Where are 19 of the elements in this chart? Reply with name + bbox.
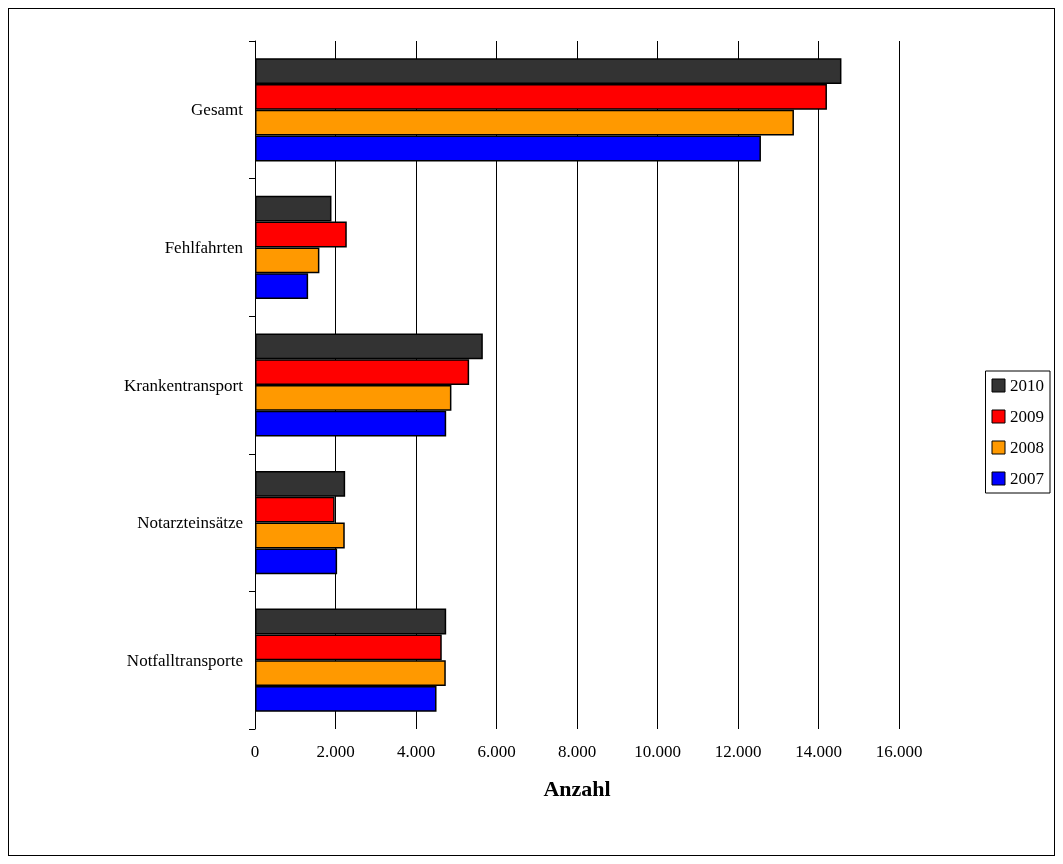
y-tick-label: Notarzteinsätze	[137, 513, 243, 533]
x-tick-label: 4.000	[396, 742, 436, 761]
x-tick-label: 12.000	[714, 742, 762, 761]
x-tick-label: 2.000	[316, 742, 355, 761]
y-tick-label: Krankentransport	[124, 375, 244, 395]
x-axis-title: Anzahl	[543, 775, 611, 801]
y-tick-label: Fehlfahrten	[164, 237, 244, 257]
legend-label: 2010	[1010, 376, 1044, 395]
x-tick-label: 10.000	[634, 742, 681, 761]
legend-label: 2007	[1010, 469, 1045, 488]
x-tick-label: 16.000	[875, 742, 923, 761]
x-tick-label: 6.000	[477, 742, 516, 761]
y-tick-label: Notfalltransporte	[126, 650, 243, 670]
x-tick-label: 14.000	[795, 742, 842, 761]
legend-label: 2008	[1010, 438, 1044, 457]
x-tick-label: 8.000	[557, 742, 597, 761]
x-tick-label: 0	[250, 742, 260, 761]
legend-label: 2009	[1010, 407, 1044, 426]
y-tick-label: Gesamt	[191, 100, 244, 120]
